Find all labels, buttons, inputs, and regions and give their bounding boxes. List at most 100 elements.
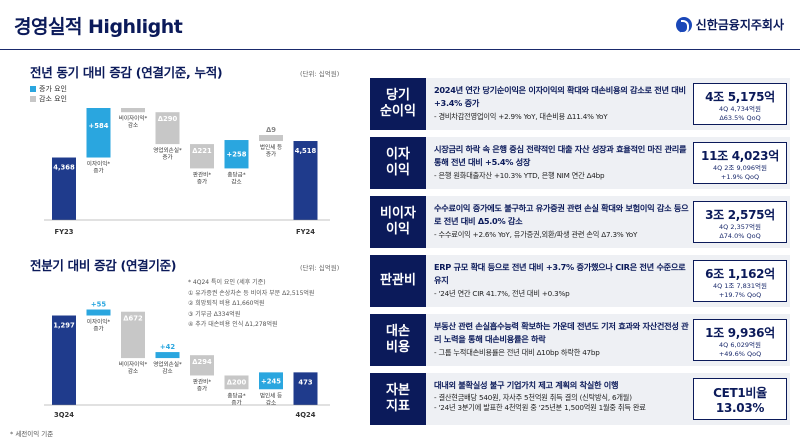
box-sub-value: 4Q 2,357억원 — [719, 223, 761, 231]
waterfall-bar — [293, 372, 318, 405]
bar-category-label: 충당금* — [227, 170, 245, 178]
waterfall-bar — [259, 135, 283, 142]
waterfall-bar — [259, 372, 283, 390]
highlight-panel: 당기 순이익 2024년 연간 당기순이익은 이자이익의 확대와 대손비용의 감… — [370, 78, 790, 426]
waterfall-bar — [52, 315, 76, 405]
box-main-value: 1조 9,936억 — [705, 326, 775, 340]
bar-value-label: 1,297 — [53, 322, 75, 330]
bar-category-label: 판관비* — [193, 170, 211, 178]
waterfall-bar — [190, 355, 214, 376]
row-main-text: 2024년 연간 당기순이익은 이자이익의 확대와 대손비용의 감소로 전년 대… — [434, 85, 686, 108]
bar-category-label: 증가 — [266, 150, 276, 158]
bar-category-label: 감소 — [128, 122, 138, 129]
legend-decrease: 감소 요인 — [39, 95, 67, 103]
bar-value-label: +42 — [160, 343, 175, 351]
bar-value-label: Δ294 — [192, 358, 212, 366]
row-label: 자본 지표 — [370, 373, 426, 425]
box-sub-value: +49.6% QoQ — [718, 349, 762, 358]
row-credit-cost: 대손 비용 부동산 관련 손실흡수능력 확보하는 가운데 전년도 기저 효과와 … — [370, 314, 790, 366]
footnote: * 세전이익 기준 — [10, 430, 54, 438]
bar-category-label: 증가 — [231, 398, 241, 406]
row-sga: 판관비 ERP 규모 확대 등으로 전년 대비 +3.7% 증가했으나 CIR은… — [370, 255, 790, 307]
qoq-note: ② 희망퇴직 비용 Δ1,660억원 — [188, 300, 265, 307]
logo: 신한금융지주회사 — [675, 16, 784, 34]
logo-text: 신한금융지주회사 — [695, 18, 784, 32]
bar-category-label: 이자이익* — [87, 160, 111, 168]
bar-category-label: 증가 — [93, 167, 103, 175]
waterfall-bar — [121, 311, 145, 359]
waterfall-bar — [52, 157, 76, 220]
box-sub-value: 4Q 6,029억원 — [719, 341, 761, 349]
row-main-text: 시장금리 하락 속 은행 중심 전략적인 대출 자산 성장과 효율적인 마진 관… — [434, 144, 687, 167]
waterfall-bar — [293, 141, 318, 220]
page-title: 경영실적 Highlight — [14, 16, 183, 38]
waterfall-bar — [121, 108, 145, 113]
bar-category-label: 감소 — [231, 178, 241, 185]
bar-category-label: 증가 — [93, 325, 103, 333]
row-sub-text: - 그룹 누적대손비용률은 전년 대비 Δ10bp 하락한 47bp — [434, 348, 600, 357]
bar-category-label: 증가 — [162, 153, 172, 161]
shinhan-logo-icon — [675, 16, 692, 34]
bar-category-label: 감소 — [162, 368, 172, 375]
bar-value-label: 4,368 — [53, 164, 75, 172]
box-sub-value: Δ63.5% QoQ — [719, 113, 761, 122]
row-sub-text: - 경비차감전영업이익 +2.9% YoY, 대손비용 Δ11.4% YoY — [434, 112, 608, 121]
bar-value-label: Δ9 — [266, 126, 276, 134]
row-value-box: 4조 5,175억 4Q 4,734억원 Δ63.5% QoQ — [693, 83, 787, 125]
axis-tick-label: 4Q24 — [296, 411, 316, 419]
bar-category-label: 이자이익* — [87, 318, 111, 326]
box-sub-value: 4Q 1조 7,831억원 — [712, 282, 768, 290]
box-sub-value: +19.7% QoQ — [718, 290, 762, 299]
box-sub-value: Δ74.0% QoQ — [719, 231, 761, 240]
yoy-unit: (단위: 십억원) — [300, 70, 340, 78]
box-main-value: 13.03% — [715, 401, 765, 415]
row-label: 비이자 이익 — [370, 196, 426, 248]
page-header: 경영실적 Highlight 신한금융지주회사 — [0, 0, 800, 50]
axis-tick-label: 3Q24 — [54, 411, 74, 419]
row-capital: 자본 지표 대내외 불확실성 불구 기업가치 제고 계획의 착실한 이행 - 결산… — [370, 373, 790, 425]
bar-value-label: Δ672 — [123, 315, 143, 323]
row-value-box: 1조 9,936억 4Q 6,029억원 +49.6% QoQ — [693, 319, 787, 361]
yoy-legend: 증가 요인 감소 요인 — [30, 84, 67, 104]
row-sub-text: - 결산현금배당 540원, 자사주 5천억원 취득 결의 (신탁방식, 6개월… — [434, 392, 632, 402]
row-main-text: 부동산 관련 손실흡수능력 확보하는 가운데 전년도 기저 효과와 자산건전성 … — [434, 321, 689, 344]
box-sub-value: +1.9% QoQ — [720, 172, 760, 181]
row-label: 당기 순이익 — [370, 78, 426, 130]
row-value-box: 11조 4,023억 4Q 2조 9,096억원 +1.9% QoQ — [693, 142, 787, 184]
bar-category-label: 증가 — [197, 177, 207, 185]
bar-value-label: Δ221 — [192, 147, 212, 155]
qoq-unit: (단위: 십억원) — [300, 264, 340, 272]
bar-category-label: 영업외손실* — [153, 360, 182, 368]
waterfall-bar — [155, 112, 180, 145]
row-label: 대손 비용 — [370, 314, 426, 366]
legend-increase: 증가 요인 — [39, 85, 67, 93]
row-sub-text: - 은행 원화대출자산 +10.3% YTD, 은행 NIM 연간 Δ4bp — [434, 171, 605, 180]
row-value-box: 6조 1,162억 4Q 1조 7,831억원 +19.7% QoQ — [693, 260, 787, 302]
qoq-note: ① 유가증권 손상차손 등 비이자 부문 Δ2,515억원 — [188, 289, 315, 297]
bar-category-label: 증가 — [197, 384, 207, 392]
waterfall-bar — [224, 375, 249, 390]
bar-value-label: +55 — [91, 301, 106, 309]
box-main-value: 11조 4,023억 — [701, 149, 779, 163]
row-sub-text: - '24년 연간 CIR 41.7%, 전년 대비 +0.3%p — [434, 289, 570, 298]
box-sub-value: 4Q 4,734억원 — [719, 105, 761, 113]
row-main-text: ERP 규모 확대 등으로 전년 대비 +3.7% 증가했으나 CIR은 전년 … — [434, 262, 686, 285]
row-label: 판관비 — [370, 255, 426, 307]
qoq-note: ④ 추가 대손비용 인식 Δ1,278억원 — [188, 321, 278, 328]
bar-category-label: 법인세 등 — [260, 391, 282, 399]
bar-value-label: +258 — [227, 151, 247, 159]
bar-category-label: 감소 — [128, 368, 138, 375]
box-sub-value: 4Q 2조 9,096억원 — [712, 164, 768, 172]
yoy-chart-title: 전년 동기 대비 증감 (연결기준, 누적) — [30, 65, 223, 80]
bar-value-label: +245 — [261, 377, 281, 385]
box-main-value: CET1비율 — [713, 386, 767, 400]
row-label: 이자 이익 — [370, 137, 426, 189]
yoy-waterfall-chart: 4,368FY23+584이자이익*증가Δ172비이자이익*감소Δ290영업외손… — [44, 108, 330, 236]
axis-tick-label: FY23 — [54, 228, 73, 236]
bar-value-label: 473 — [298, 378, 312, 386]
row-interest-income: 이자 이익 시장금리 하락 속 은행 중심 전략적인 대출 자산 성장과 효율적… — [370, 137, 790, 189]
legend-decrease-swatch — [30, 96, 36, 102]
bar-category-label: 법인세 등 — [260, 143, 282, 151]
waterfall-bar — [86, 108, 111, 158]
bar-value-label: +584 — [89, 122, 109, 130]
